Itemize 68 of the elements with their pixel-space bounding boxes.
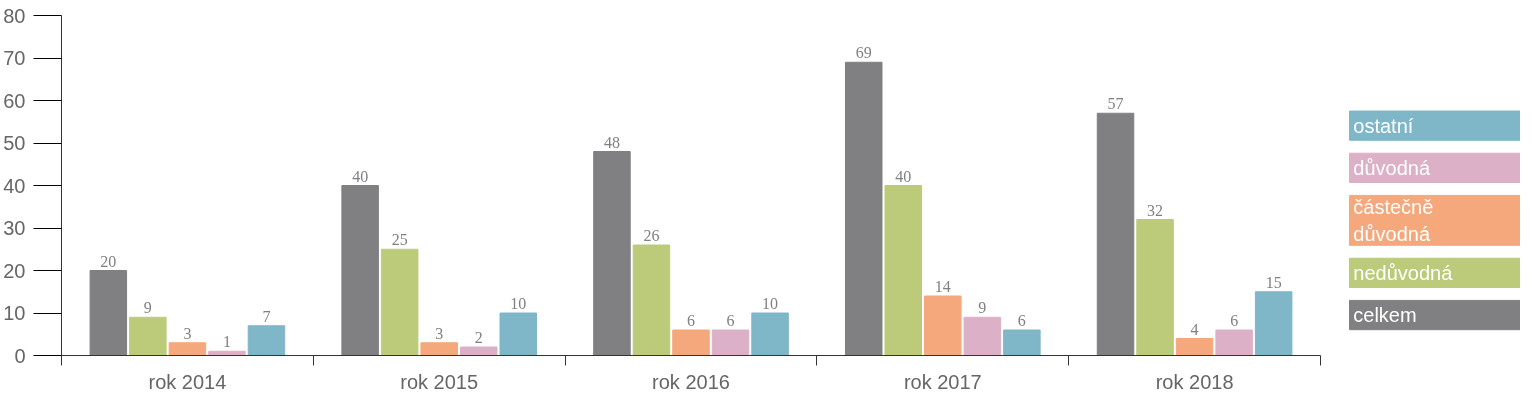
y-tick-label: 40: [3, 174, 26, 197]
data-label: 25: [391, 231, 408, 249]
y-tick-label: 60: [3, 89, 26, 112]
x-tick-label: rok 2015: [400, 370, 479, 393]
bar: [1254, 291, 1293, 356]
bar: [672, 329, 710, 356]
x-tick-label: rok 2016: [652, 370, 730, 393]
data-label: 20: [100, 252, 117, 270]
bar: [924, 295, 962, 356]
x-tick-label: rok 2017: [903, 370, 982, 393]
data-label: 57: [1107, 95, 1124, 113]
text: celkem: [1353, 304, 1417, 327]
bar: [247, 325, 286, 356]
bar: [711, 329, 750, 356]
data-label: 6: [1017, 312, 1026, 329]
data-label: 40: [352, 167, 369, 185]
text: částečně důvodná: [1353, 196, 1434, 245]
data-label: 15: [1265, 273, 1282, 291]
data-label: 26: [643, 227, 660, 244]
data-label: 14: [934, 278, 951, 295]
bar: [1096, 112, 1135, 356]
y-tick-label: 0: [14, 344, 26, 367]
bar: [380, 248, 419, 356]
data-label: 3: [435, 324, 444, 342]
data-label: 6: [726, 312, 735, 329]
y-tick-label: 80: [3, 4, 26, 27]
text: ostatní: [1353, 114, 1414, 137]
x-tick-label: rok 2014: [148, 370, 227, 393]
data-label: 48: [603, 133, 620, 151]
bar: [1003, 329, 1041, 356]
bar: [129, 316, 167, 356]
bar: [632, 244, 671, 356]
y-tick-label: 20: [3, 259, 26, 282]
text: nedůvodná: [1353, 261, 1454, 284]
bar: [884, 185, 923, 356]
data-label: 2: [474, 329, 483, 346]
data-label: 6: [687, 312, 695, 329]
data-label: 9: [143, 299, 152, 317]
data-label: 69: [855, 44, 872, 62]
bar: [459, 346, 498, 356]
y-tick-label: 70: [3, 47, 26, 69]
bar: [89, 270, 128, 356]
data-label: 32: [1147, 201, 1164, 219]
data-label: 3: [183, 324, 192, 342]
bar: [1175, 338, 1214, 356]
bar: [1136, 219, 1174, 356]
text: důvodná: [1353, 156, 1431, 179]
bar: [751, 312, 789, 356]
bar: [593, 151, 631, 356]
y-tick-label: 10: [3, 302, 26, 324]
data-label: 6: [1230, 312, 1239, 329]
bar: [168, 342, 207, 356]
data-label: 1: [222, 333, 231, 351]
data-label: 40: [895, 167, 912, 185]
data-label: 9: [978, 299, 987, 317]
y-tick-label: 50: [3, 132, 26, 154]
data-label: 7: [262, 307, 271, 325]
bar: [341, 185, 379, 356]
data-label: 10: [762, 295, 779, 312]
bar: [499, 312, 538, 356]
bar: [420, 342, 458, 356]
bar: [844, 61, 883, 356]
data-label: 4: [1190, 320, 1199, 338]
bar: [1215, 329, 1253, 356]
y-tick-label: 30: [3, 217, 26, 239]
data-label: 10: [510, 295, 527, 312]
bar: [963, 316, 1002, 356]
x-tick-label: rok 2018: [1155, 370, 1234, 393]
